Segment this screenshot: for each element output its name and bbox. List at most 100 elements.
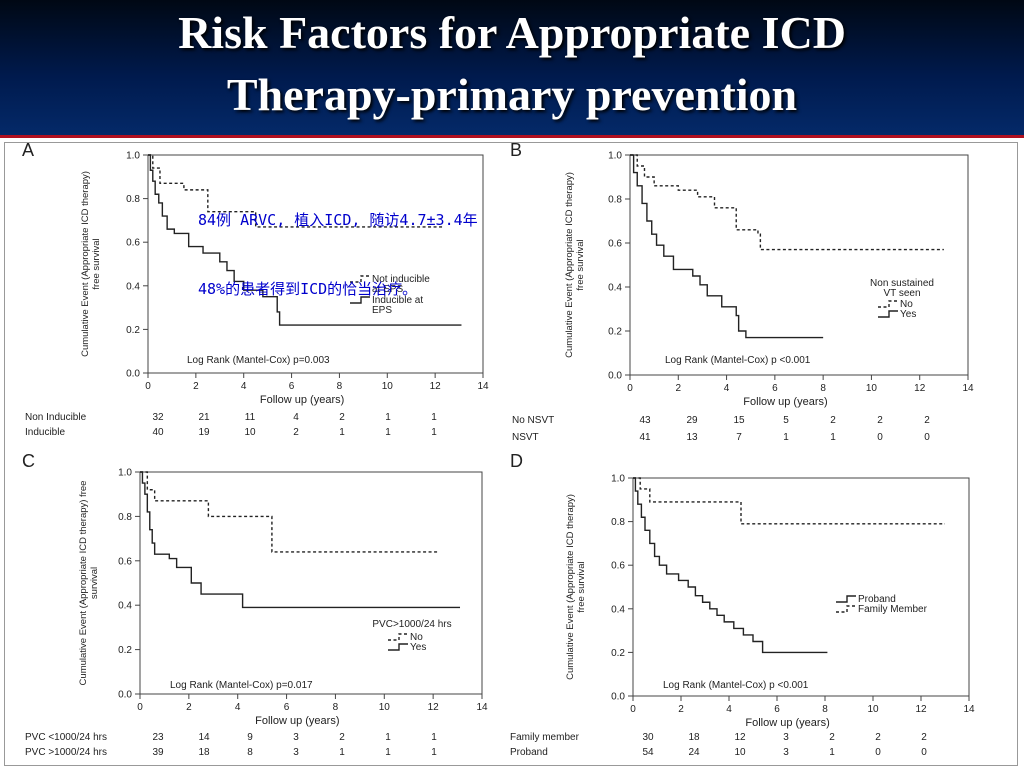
x-tick-label: 6 <box>289 381 295 392</box>
risk-table-value: 1 <box>385 412 391 423</box>
x-tick-label: 12 <box>428 702 440 713</box>
x-tick-label: 6 <box>284 702 290 713</box>
km-curve-yes <box>630 154 824 339</box>
x-tick-label: 2 <box>678 704 684 715</box>
risk-table-value: 39 <box>152 747 164 758</box>
risk-table-value: 1 <box>783 432 789 443</box>
x-axis-label: Follow up (years) <box>743 396 827 408</box>
y-tick-label: 0.2 <box>608 327 622 338</box>
legend-swatch <box>388 643 408 651</box>
x-tick-label: 6 <box>772 383 778 394</box>
y-tick-label: 0.0 <box>611 692 625 703</box>
x-tick-label: 10 <box>379 702 391 713</box>
y-axis-label: Cumulative Event (Appropriate ICD therap… <box>565 494 587 680</box>
x-tick-label: 8 <box>337 381 343 392</box>
km-curve-no <box>140 471 439 553</box>
legend-label: EPS <box>372 305 392 316</box>
risk-table-value: 2 <box>924 415 930 426</box>
y-tick-label: 0.4 <box>126 281 140 292</box>
risk-table-row-label: PVC <1000/24 hrs <box>25 732 107 743</box>
km-curve-yes <box>140 471 461 609</box>
x-tick-label: 12 <box>430 381 442 392</box>
km-curve-family-member <box>633 477 945 525</box>
title-accent-line <box>0 135 1024 138</box>
y-tick-label: 1.0 <box>608 151 622 162</box>
risk-table-value: 2 <box>877 415 883 426</box>
risk-table-value: 3 <box>783 732 789 743</box>
x-tick-label: 8 <box>333 702 339 713</box>
risk-table-value: 1 <box>431 732 437 743</box>
risk-table-value: 2 <box>875 732 881 743</box>
risk-table-row-label: No NSVT <box>512 415 554 426</box>
risk-table-row-label: Family member <box>510 732 580 743</box>
x-tick-label: 14 <box>476 702 488 713</box>
risk-table-value: 0 <box>877 432 883 443</box>
y-tick-label: 0.2 <box>126 325 140 336</box>
risk-table-value: 30 <box>642 732 654 743</box>
x-tick-label: 2 <box>676 383 682 394</box>
risk-table-value: 1 <box>339 747 345 758</box>
study-note-line2: 48%的患者得到ICD的恰当治疗。 <box>198 280 418 298</box>
risk-table-row-label: Proband <box>510 747 548 758</box>
risk-table-value: 1 <box>431 412 437 423</box>
risk-table-value: 0 <box>921 747 927 758</box>
risk-table-value: 43 <box>639 415 651 426</box>
plot-area <box>629 154 969 376</box>
x-tick-label: 4 <box>726 704 732 715</box>
risk-table-value: 3 <box>783 747 789 758</box>
legend-label: No <box>900 299 913 310</box>
panel-letter: A <box>22 140 34 160</box>
y-tick-label: 1.0 <box>611 474 625 485</box>
x-tick-label: 4 <box>724 383 730 394</box>
y-tick-label: 0.8 <box>126 194 140 205</box>
y-tick-label: 0.2 <box>118 645 132 656</box>
legend-label: Yes <box>410 642 426 653</box>
y-tick-label: 0.0 <box>126 369 140 380</box>
y-tick-label: 0.6 <box>611 561 625 572</box>
legend-swatch <box>836 605 856 613</box>
panel-letter: B <box>510 140 522 160</box>
risk-table-value: 12 <box>734 732 746 743</box>
km-curve-inducible-at-eps <box>148 154 462 326</box>
study-note: 84例 ARVC, 植入ICD, 随访4.7±3.4年 48%的患者得到ICD的… <box>198 163 478 324</box>
risk-table-value: 13 <box>686 432 698 443</box>
x-tick-label: 14 <box>477 381 489 392</box>
risk-table-value: 54 <box>642 747 654 758</box>
y-tick-label: 0.8 <box>608 195 622 206</box>
x-tick-label: 10 <box>867 704 879 715</box>
risk-table-value: 2 <box>829 732 835 743</box>
legend-swatch <box>350 275 370 283</box>
risk-table-value: 1 <box>431 747 437 758</box>
risk-table-value: 8 <box>247 747 253 758</box>
y-tick-label: 0.0 <box>118 690 132 701</box>
plot-area <box>139 471 483 695</box>
legend-label: No <box>410 632 423 643</box>
risk-table-value: 23 <box>152 732 164 743</box>
x-tick-label: 10 <box>382 381 394 392</box>
legend-label: Family Member <box>858 604 928 615</box>
risk-table: No NSVT 43 29 15 5 2 2 2 NSVT 41 13 7 1 1 0 0 <box>512 415 930 443</box>
x-tick-label: 14 <box>963 704 975 715</box>
risk-table: PVC <1000/24 hrs 23 14 9 3 2 1 1 PVC >1000/24 hr… <box>25 732 437 758</box>
risk-table-value: 0 <box>924 432 930 443</box>
slide-title-line2: Therapy-primary prevention <box>226 69 798 120</box>
x-tick-label: 0 <box>137 702 143 713</box>
risk-table-row-label: Non Inducible <box>25 412 87 423</box>
risk-table-value: 19 <box>198 427 210 438</box>
risk-table-value: 1 <box>830 432 836 443</box>
risk-table-value: 1 <box>385 747 391 758</box>
x-tick-label: 4 <box>235 702 241 713</box>
km-curve-not-inducible-at-eps <box>148 154 443 228</box>
y-tick-label: 0.6 <box>118 556 132 567</box>
risk-table-value: 2 <box>830 415 836 426</box>
risk-table-value: 1 <box>385 732 391 743</box>
y-tick-label: 0.0 <box>608 371 622 382</box>
log-rank-annotation: Log Rank (Mantel-Cox) p <0.001 <box>663 680 809 691</box>
